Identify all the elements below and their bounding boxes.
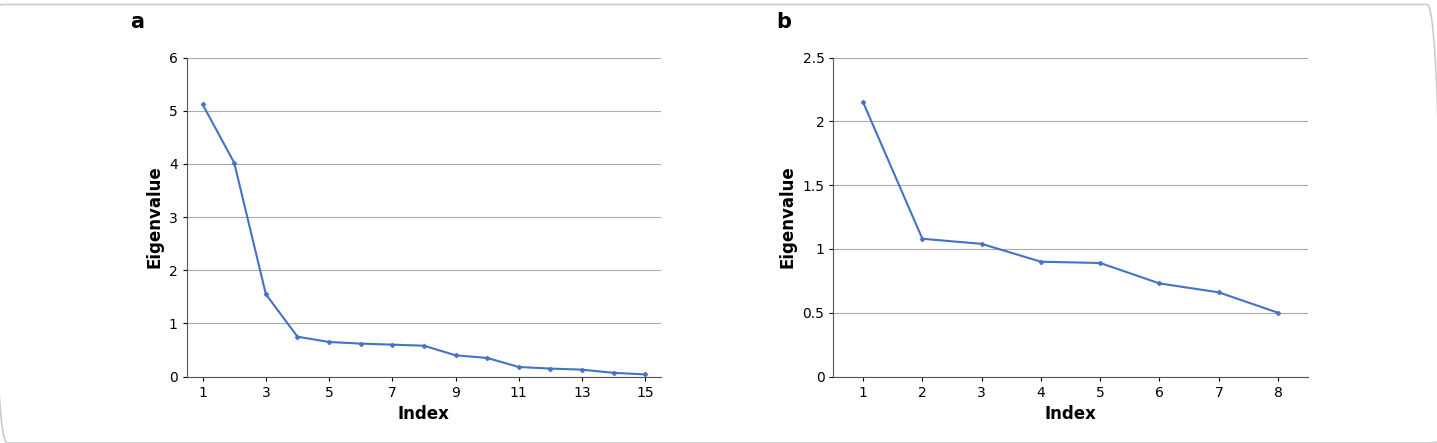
Text: b: b [776,12,792,32]
Y-axis label: Eigenvalue: Eigenvalue [145,166,164,268]
X-axis label: Index: Index [398,405,450,423]
Text: a: a [129,12,144,32]
X-axis label: Index: Index [1045,405,1096,423]
Y-axis label: Eigenvalue: Eigenvalue [779,166,798,268]
